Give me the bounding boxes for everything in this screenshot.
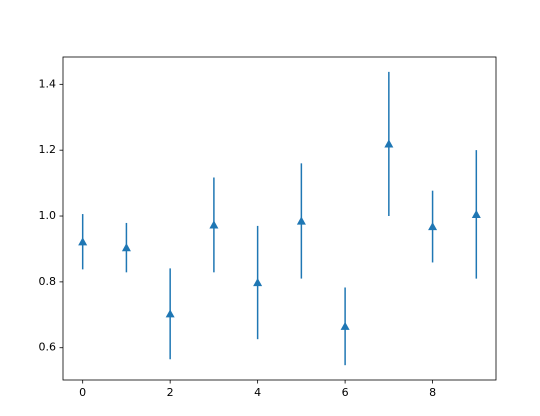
x-tick-label: 8 xyxy=(429,386,436,399)
x-tick-label: 4 xyxy=(254,386,261,399)
marker xyxy=(78,237,88,246)
y-tick-label: 1.0 xyxy=(39,209,57,222)
marker xyxy=(296,216,306,225)
x-tick-label: 2 xyxy=(167,386,174,399)
y-tick-label: 1.4 xyxy=(39,77,57,90)
marker xyxy=(471,209,481,218)
y-tick-label: 0.8 xyxy=(39,275,57,288)
marker xyxy=(165,309,175,318)
x-tick-label: 0 xyxy=(79,386,86,399)
plot-area xyxy=(62,56,497,381)
y-tick-label: 0.6 xyxy=(39,341,57,354)
y-tick-label: 1.2 xyxy=(39,143,57,156)
marker xyxy=(209,220,219,229)
marker xyxy=(340,321,350,330)
marker xyxy=(384,139,394,148)
x-tick-label: 6 xyxy=(342,386,349,399)
marker xyxy=(428,222,438,231)
marker xyxy=(121,243,131,252)
marker xyxy=(253,278,263,287)
